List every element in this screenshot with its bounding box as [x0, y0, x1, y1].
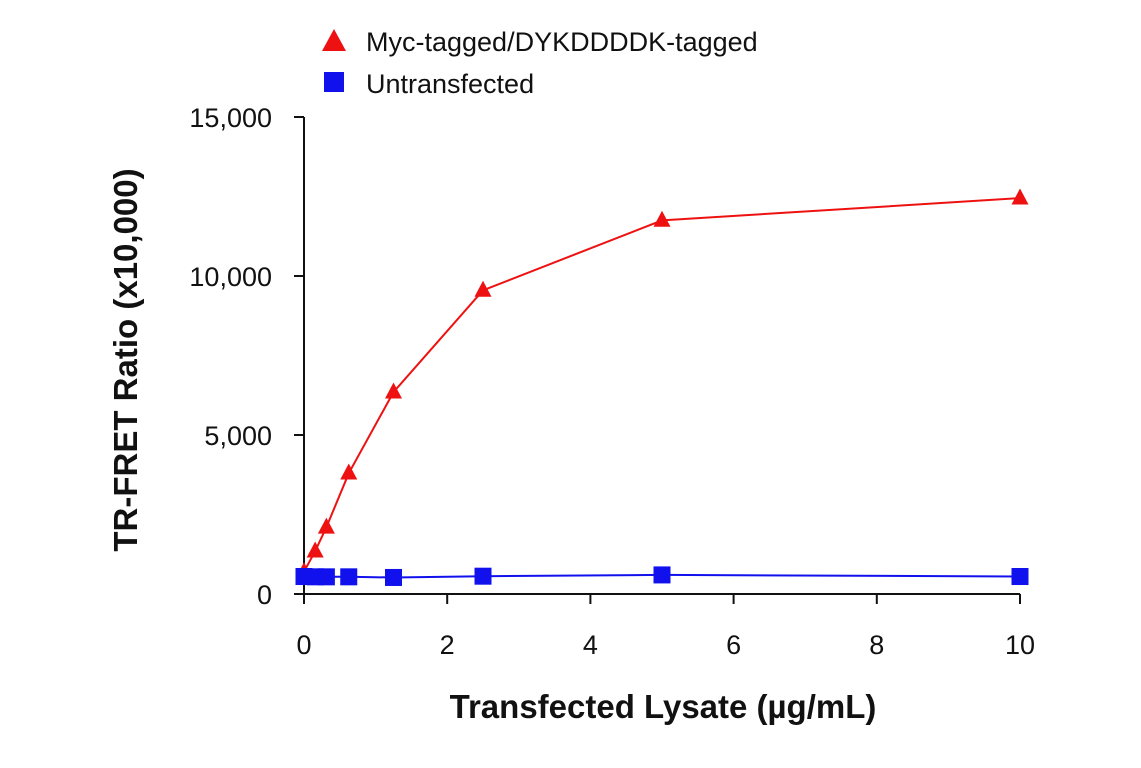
- data-point-series-2: [385, 568, 402, 586]
- data-point-series-2: [317, 568, 335, 586]
- y-axis-ticks: 0 5,000 10,000 15,000: [189, 103, 304, 610]
- data-point-series-2: [340, 568, 358, 586]
- data-point-series-1: [653, 210, 671, 227]
- series-line-1: [303, 197, 1021, 573]
- data-point-series-1: [385, 382, 402, 399]
- x-tick-label: 10: [1005, 630, 1035, 660]
- x-axis-ticks: 0 2 4 6 8 10: [296, 594, 1035, 660]
- plot-area: [295, 188, 1029, 586]
- legend-label-series-2: Untransfected: [366, 69, 534, 99]
- data-point-series-1: [306, 541, 324, 558]
- data-point-series-1: [340, 463, 358, 480]
- legend: Myc-tagged/DYKDDDDK-tagged Untransfected: [322, 27, 758, 99]
- data-point-series-2: [653, 566, 671, 584]
- x-tick-label: 6: [726, 630, 741, 660]
- data-point-series-1: [474, 280, 492, 297]
- y-tick-label: 0: [257, 580, 272, 610]
- x-tick-label: 2: [440, 630, 455, 660]
- y-tick-label: 5,000: [204, 421, 272, 451]
- data-point-series-2: [1011, 568, 1029, 586]
- data-point-series-2: [474, 567, 492, 585]
- legend-marker-series-2: [324, 72, 344, 92]
- y-axis-title: TR-FRET Ratio (x10,000): [107, 168, 144, 551]
- data-point-series-1: [1011, 188, 1029, 205]
- x-tick-label: 8: [869, 630, 884, 660]
- legend-label-series-1: Myc-tagged/DYKDDDDK-tagged: [366, 27, 758, 57]
- y-tick-label: 10,000: [189, 262, 272, 292]
- x-axis-title: Transfected Lysate (µg/mL): [450, 688, 877, 725]
- x-tick-label: 4: [583, 630, 598, 660]
- y-tick-label: 15,000: [189, 103, 272, 133]
- data-point-series-1: [317, 517, 335, 534]
- x-tick-label: 0: [296, 630, 311, 660]
- legend-marker-series-1: [322, 29, 346, 51]
